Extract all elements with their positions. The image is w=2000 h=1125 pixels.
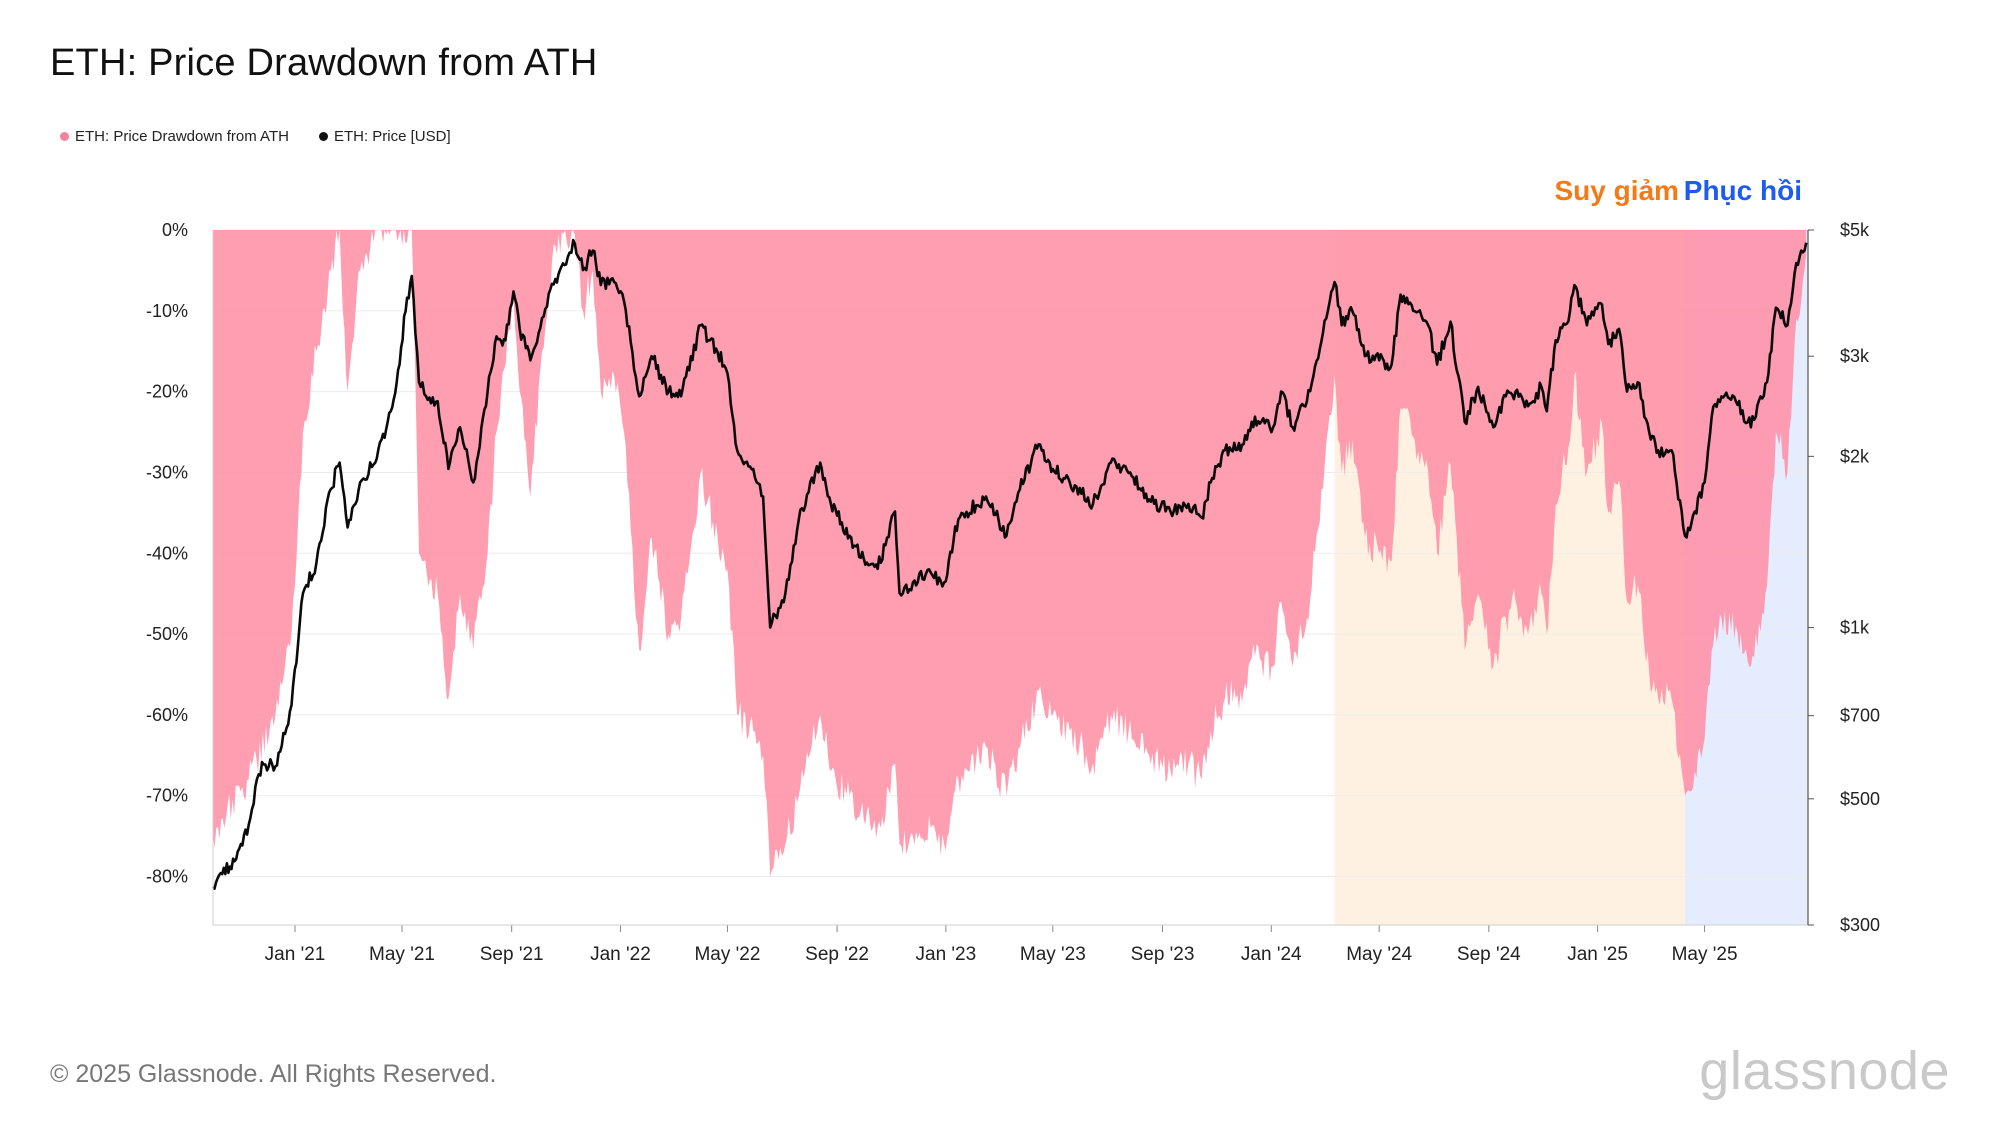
right-axis-tick-label: $5k <box>1840 220 1870 240</box>
x-axis-tick-label: Jan '21 <box>265 944 326 965</box>
right-axis-tick-label: $700 <box>1840 706 1880 726</box>
x-axis-tick-label: May '25 <box>1672 944 1738 965</box>
right-axis-tick-label: $500 <box>1840 789 1880 809</box>
left-axis-tick-label: -10% <box>146 301 188 321</box>
x-axis-tick-label: May '23 <box>1020 944 1086 965</box>
x-axis-tick-label: Jan '23 <box>916 944 977 965</box>
right-axis-tick-label: $1k <box>1840 618 1870 638</box>
region-labels: Suy giảm Phục hồi <box>1554 175 1802 206</box>
legend-item-drawdown[interactable]: ETH: Price Drawdown from ATH <box>60 128 289 145</box>
legend: ETH: Price Drawdown from ATH ETH: Price … <box>60 128 451 145</box>
right-axis-tick-label: $3k <box>1840 346 1870 366</box>
legend-dot-price <box>318 132 328 141</box>
x-axis-tick-label: Jan '24 <box>1241 944 1302 965</box>
drawdown-area-series <box>213 230 1807 877</box>
legend-label-price: ETH: Price [USD] <box>333 128 451 145</box>
right-axis-tick-label: $300 <box>1840 915 1880 935</box>
x-axis-tick-label: Sep '23 <box>1131 944 1195 965</box>
left-axis-tick-label: 0% <box>162 220 188 240</box>
axes: 0% -10% -20% -30% -40% -50% -60% -70% -80% $5k $3k… <box>146 220 1880 965</box>
left-axis-tick-label: -70% <box>146 786 188 806</box>
left-axis-tick-label: -40% <box>146 543 188 563</box>
x-axis-tick-label: Jan '25 <box>1567 944 1628 965</box>
price-line-series <box>212 238 1808 890</box>
price-layer <box>212 238 1808 890</box>
x-axis-tick-label: Sep '24 <box>1457 944 1521 965</box>
x-axis-tick-label: May '21 <box>369 944 435 965</box>
x-axis-tick-label: May '24 <box>1346 944 1412 965</box>
region-label: Phục hồi <box>1684 175 1802 206</box>
glassnode-logo: glassnode <box>1699 1041 1950 1101</box>
right-axis-tick-label: $2k <box>1840 446 1870 466</box>
left-axis-tick-label: -20% <box>146 382 188 402</box>
drawdown-layer <box>213 230 1807 877</box>
x-axis-tick-label: May '22 <box>694 944 760 965</box>
legend-item-price[interactable]: ETH: Price [USD] <box>318 128 451 145</box>
x-axis-tick-label: Sep '22 <box>805 944 869 965</box>
left-axis-tick-label: -80% <box>146 867 188 887</box>
left-axis-tick-label: -30% <box>146 462 188 482</box>
left-axis-tick-label: -50% <box>146 624 188 644</box>
legend-dot-drawdown <box>60 132 69 141</box>
legend-label-drawdown: ETH: Price Drawdown from ATH <box>75 128 289 145</box>
left-axis-tick-label: -60% <box>146 705 188 725</box>
copyright: © 2025 Glassnode. All Rights Reserved. <box>50 1060 497 1088</box>
chart-title: ETH: Price Drawdown from ATH <box>50 42 598 84</box>
x-axis-tick-label: Sep '21 <box>480 944 544 965</box>
region-label: Suy giảm <box>1554 175 1678 206</box>
x-axis-tick-label: Jan '22 <box>590 944 651 965</box>
